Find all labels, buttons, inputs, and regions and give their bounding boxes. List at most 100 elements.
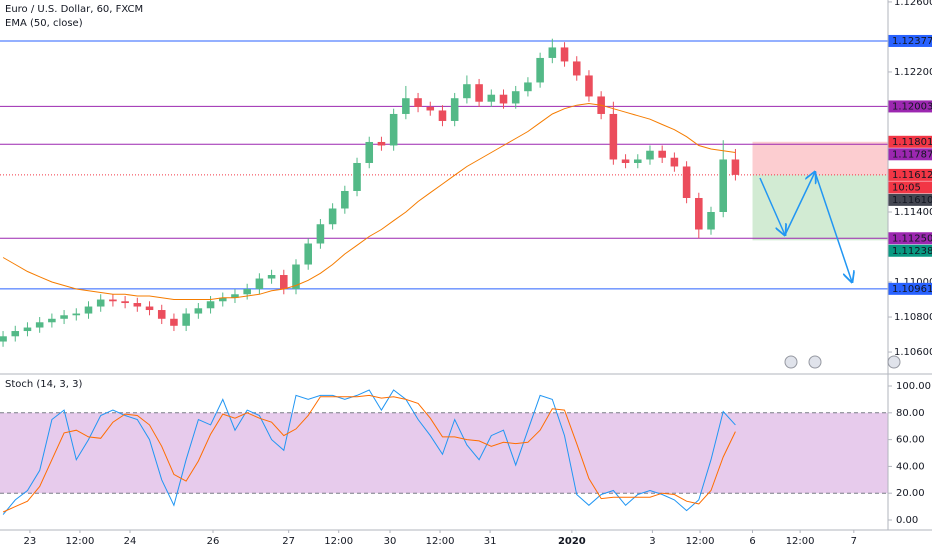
x-tick-label: 12:00 — [324, 536, 353, 547]
indicator-title: EMA (50, close) — [5, 18, 83, 29]
candle-body — [695, 197, 703, 230]
price-label: 1.11787 — [892, 149, 932, 160]
candle-body — [450, 98, 459, 121]
candle-body — [96, 299, 105, 307]
candle-body — [731, 159, 740, 175]
candle-body — [719, 159, 728, 212]
x-tick-label: 3 — [649, 536, 655, 547]
candle-body — [402, 98, 410, 114]
candle-body — [231, 294, 239, 298]
candle-body — [670, 157, 679, 167]
stoch-line — [2, 394, 736, 513]
price-label: 1.12377 — [892, 36, 932, 47]
candle-body — [60, 315, 68, 319]
x-tick-label: 6 — [749, 536, 755, 547]
y-tick-label: 100.00 — [896, 381, 931, 392]
price-label: 1.11801 — [892, 137, 932, 148]
y-tick-label: 20.00 — [896, 488, 925, 499]
candle-body — [499, 94, 508, 104]
stoch-line — [2, 389, 736, 515]
x-tick-label: 12:00 — [686, 536, 715, 547]
y-tick-label: 1.12600 — [894, 0, 932, 8]
price-label: 1.12003 — [892, 101, 932, 112]
x-tick-label: 24 — [124, 536, 137, 547]
drawing-arrow[interactable] — [814, 171, 852, 282]
candle-body — [560, 47, 569, 62]
candle-body — [267, 275, 276, 279]
x-tick-label: 7 — [851, 536, 857, 547]
candle-body — [609, 113, 618, 160]
candle-body — [243, 289, 251, 295]
x-tick-label: 12:00 — [786, 536, 815, 547]
candle-body — [633, 159, 642, 163]
price-label-bg — [888, 181, 932, 194]
candle-body — [536, 57, 544, 83]
candle-body — [182, 313, 190, 326]
candle-body — [23, 327, 32, 332]
candle-body — [328, 208, 337, 225]
price-label: 1.11238 — [892, 246, 932, 257]
candle-body — [365, 141, 374, 163]
drawing-arrow[interactable] — [759, 177, 785, 235]
candle-body — [572, 61, 581, 76]
candle-body — [292, 264, 300, 290]
y-tick-label: 40.00 — [896, 461, 925, 472]
stoch-pane: 100.00 80.00 60.00 40.00 20.00 0.00 — [0, 381, 931, 526]
candle-body — [145, 306, 154, 311]
price-label-bg — [888, 100, 932, 113]
candle-body — [0, 336, 7, 342]
candle-body — [316, 224, 325, 244]
candle-body — [255, 278, 264, 290]
y-tick-label: 1.10600 — [894, 347, 932, 358]
y-tick-label: 60.00 — [896, 435, 925, 446]
price-label-bg — [888, 135, 932, 148]
event-icons[interactable] — [784, 355, 901, 369]
ema-line — [2, 102, 736, 300]
candle-body — [682, 166, 691, 198]
x-tick-label: 27 — [282, 536, 295, 547]
candle-body — [72, 313, 81, 316]
event-icon[interactable] — [808, 355, 822, 369]
drawing-arrow[interactable] — [784, 172, 815, 236]
candle-body — [280, 275, 288, 290]
price-label-bg — [888, 148, 932, 161]
candle-body — [48, 318, 56, 323]
y-tick-label: 1.12200 — [894, 67, 932, 78]
candle-body — [206, 301, 215, 309]
candle-body — [585, 75, 593, 97]
candle-body — [170, 318, 178, 326]
candle-body — [646, 150, 654, 160]
candle-body — [353, 162, 361, 191]
main-pane: 1.12600 1.12200 1.11400 1.11000 1.10800 1.106… — [0, 0, 932, 358]
candle-body — [121, 301, 129, 304]
candle-body — [218, 297, 227, 302]
y-tick-label: 1.11000 — [894, 277, 932, 288]
price-label-bg — [888, 232, 932, 245]
candle-body — [487, 94, 496, 102]
chart-title: Euro / U.S. Dollar, 60, FXCM — [5, 4, 143, 15]
candle-body — [475, 84, 483, 102]
price-label-bg — [888, 282, 932, 295]
y-tick-label: 80.00 — [896, 408, 925, 419]
price-label: 1.11250 — [892, 233, 932, 244]
candle-body — [377, 141, 386, 146]
candle-body — [524, 82, 532, 92]
candle-body — [157, 310, 166, 319]
candle-body — [389, 113, 398, 146]
event-icon[interactable] — [887, 355, 901, 369]
x-tick-label: 23 — [24, 536, 37, 547]
price-label: 1.11612 — [892, 170, 932, 181]
price-label-bg — [888, 168, 932, 181]
candle-body — [304, 243, 312, 265]
x-tick-label: 31 — [484, 536, 497, 547]
candle-body — [463, 84, 471, 99]
event-icon[interactable] — [784, 355, 798, 369]
candle-body — [438, 110, 447, 121]
y-tick-label: 1.11400 — [894, 207, 932, 218]
indicator-title: Stoch (14, 3, 3) — [5, 379, 82, 390]
x-tick-label: 2020 — [558, 536, 586, 547]
candle-body — [194, 308, 203, 314]
x-tick-label: 26 — [207, 536, 220, 547]
x-tick-label: 12:00 — [66, 536, 95, 547]
candle-body — [548, 47, 557, 58]
